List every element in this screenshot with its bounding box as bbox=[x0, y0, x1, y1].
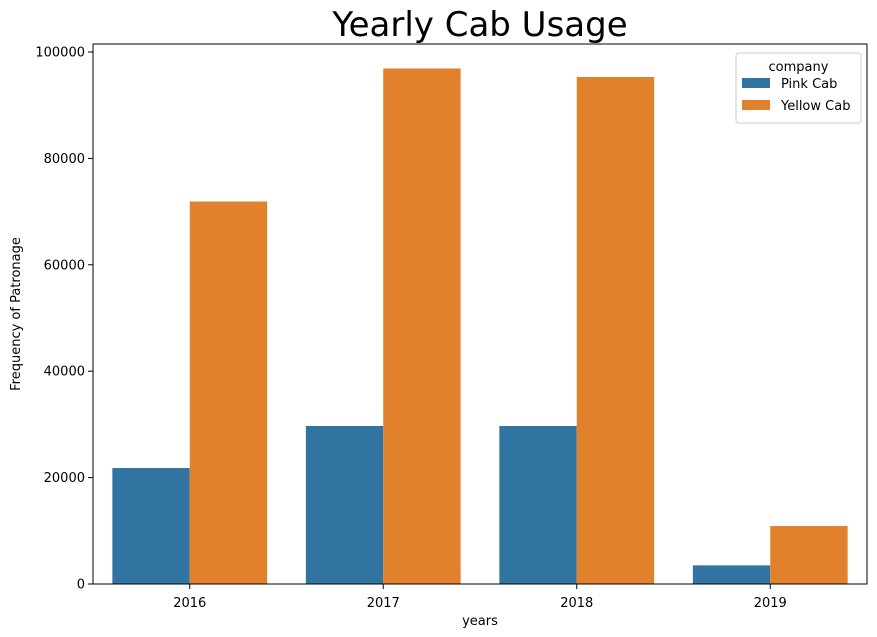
x-tick-label: 2019 bbox=[754, 596, 787, 611]
y-tick-label: 0 bbox=[77, 578, 85, 593]
bar-pink-cab-2017 bbox=[305, 425, 384, 584]
bar-pink-cab-2016 bbox=[112, 468, 190, 584]
chart-title: Yearly Cab Usage bbox=[331, 5, 627, 45]
y-tick-label: 40000 bbox=[44, 365, 85, 380]
x-tick-label: 2017 bbox=[367, 596, 400, 611]
y-axis-label: Frequency of Patronage bbox=[9, 237, 24, 391]
bar-yellow-cab-2018 bbox=[576, 76, 655, 584]
y-tick-label: 20000 bbox=[44, 471, 85, 486]
legend-title: company bbox=[769, 60, 829, 75]
legend-swatch bbox=[742, 100, 770, 110]
bar-pink-cab-2019 bbox=[692, 565, 771, 584]
legend-swatch bbox=[742, 78, 770, 88]
bar-yellow-cab-2016 bbox=[189, 201, 268, 584]
y-tick-label: 80000 bbox=[44, 152, 85, 167]
plot-area: 0 20000 40000 60000 80000 100000 2016 2017 2018 2… bbox=[35, 43, 868, 611]
legend-entry: Pink Cab bbox=[781, 77, 837, 92]
x-tick-label: 2018 bbox=[560, 596, 593, 611]
x-tick-label: 2016 bbox=[173, 596, 206, 611]
bar-pink-cab-2018 bbox=[499, 425, 577, 584]
legend: company Pink Cab Yellow Cab bbox=[735, 52, 862, 124]
y-tick-label: 100000 bbox=[35, 45, 85, 60]
axes-frame bbox=[92, 43, 868, 585]
bar-yellow-cab-2019 bbox=[770, 526, 848, 584]
x-axis-label: years bbox=[462, 614, 498, 629]
legend-entry: Yellow Cab bbox=[780, 99, 850, 114]
bar-yellow-cab-2017 bbox=[383, 68, 461, 585]
y-tick-label: 60000 bbox=[44, 258, 85, 273]
